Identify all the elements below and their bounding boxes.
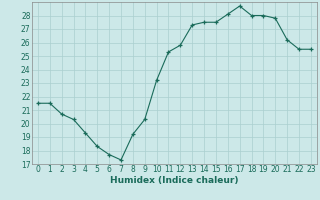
X-axis label: Humidex (Indice chaleur): Humidex (Indice chaleur) [110,176,239,185]
